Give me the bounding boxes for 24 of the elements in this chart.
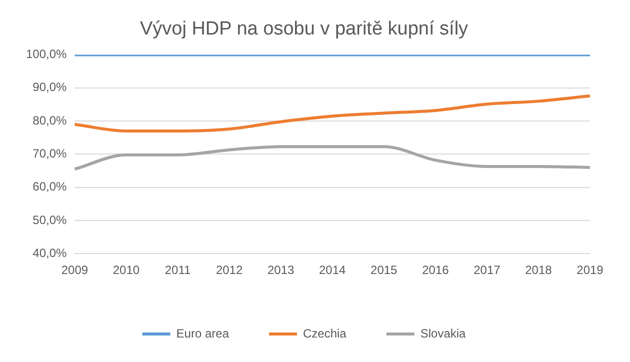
x-tick-label: 2015	[370, 263, 398, 278]
x-tick-label: 2013	[267, 263, 294, 278]
y-tick-label: 50,0%	[32, 212, 68, 227]
x-tick-label: 2018	[525, 263, 552, 278]
x-tick-label: 2009	[61, 263, 88, 278]
x-tick-label: 2016	[422, 263, 450, 278]
x-tick-label: 2019	[576, 263, 604, 278]
y-tick-label: 60,0%	[32, 180, 68, 194]
x-tick-label: 2014	[319, 263, 346, 278]
y-tick-label: 70,0%	[32, 146, 68, 161]
y-tick-label: 100,0%	[26, 47, 68, 62]
x-tick-label: 2011	[164, 263, 191, 278]
y-tick-label: 80,0%	[32, 113, 68, 128]
y-tick-label: 90,0%	[32, 80, 68, 94]
line-series	[73, 94, 592, 133]
legend-label: Euro area	[176, 326, 230, 340]
x-tick-label: 2010	[112, 263, 140, 278]
chart-title: Vývoj HDP na osobu v paritě kupní síly	[140, 18, 469, 40]
y-tick-label: 40,0%	[32, 246, 68, 260]
line-series	[73, 145, 592, 171]
legend-label: Czechia	[302, 326, 347, 340]
x-tick-label: 2012	[216, 263, 243, 278]
x-tick-label: 2017	[474, 263, 501, 278]
legend-label: Slovakia	[420, 326, 466, 340]
